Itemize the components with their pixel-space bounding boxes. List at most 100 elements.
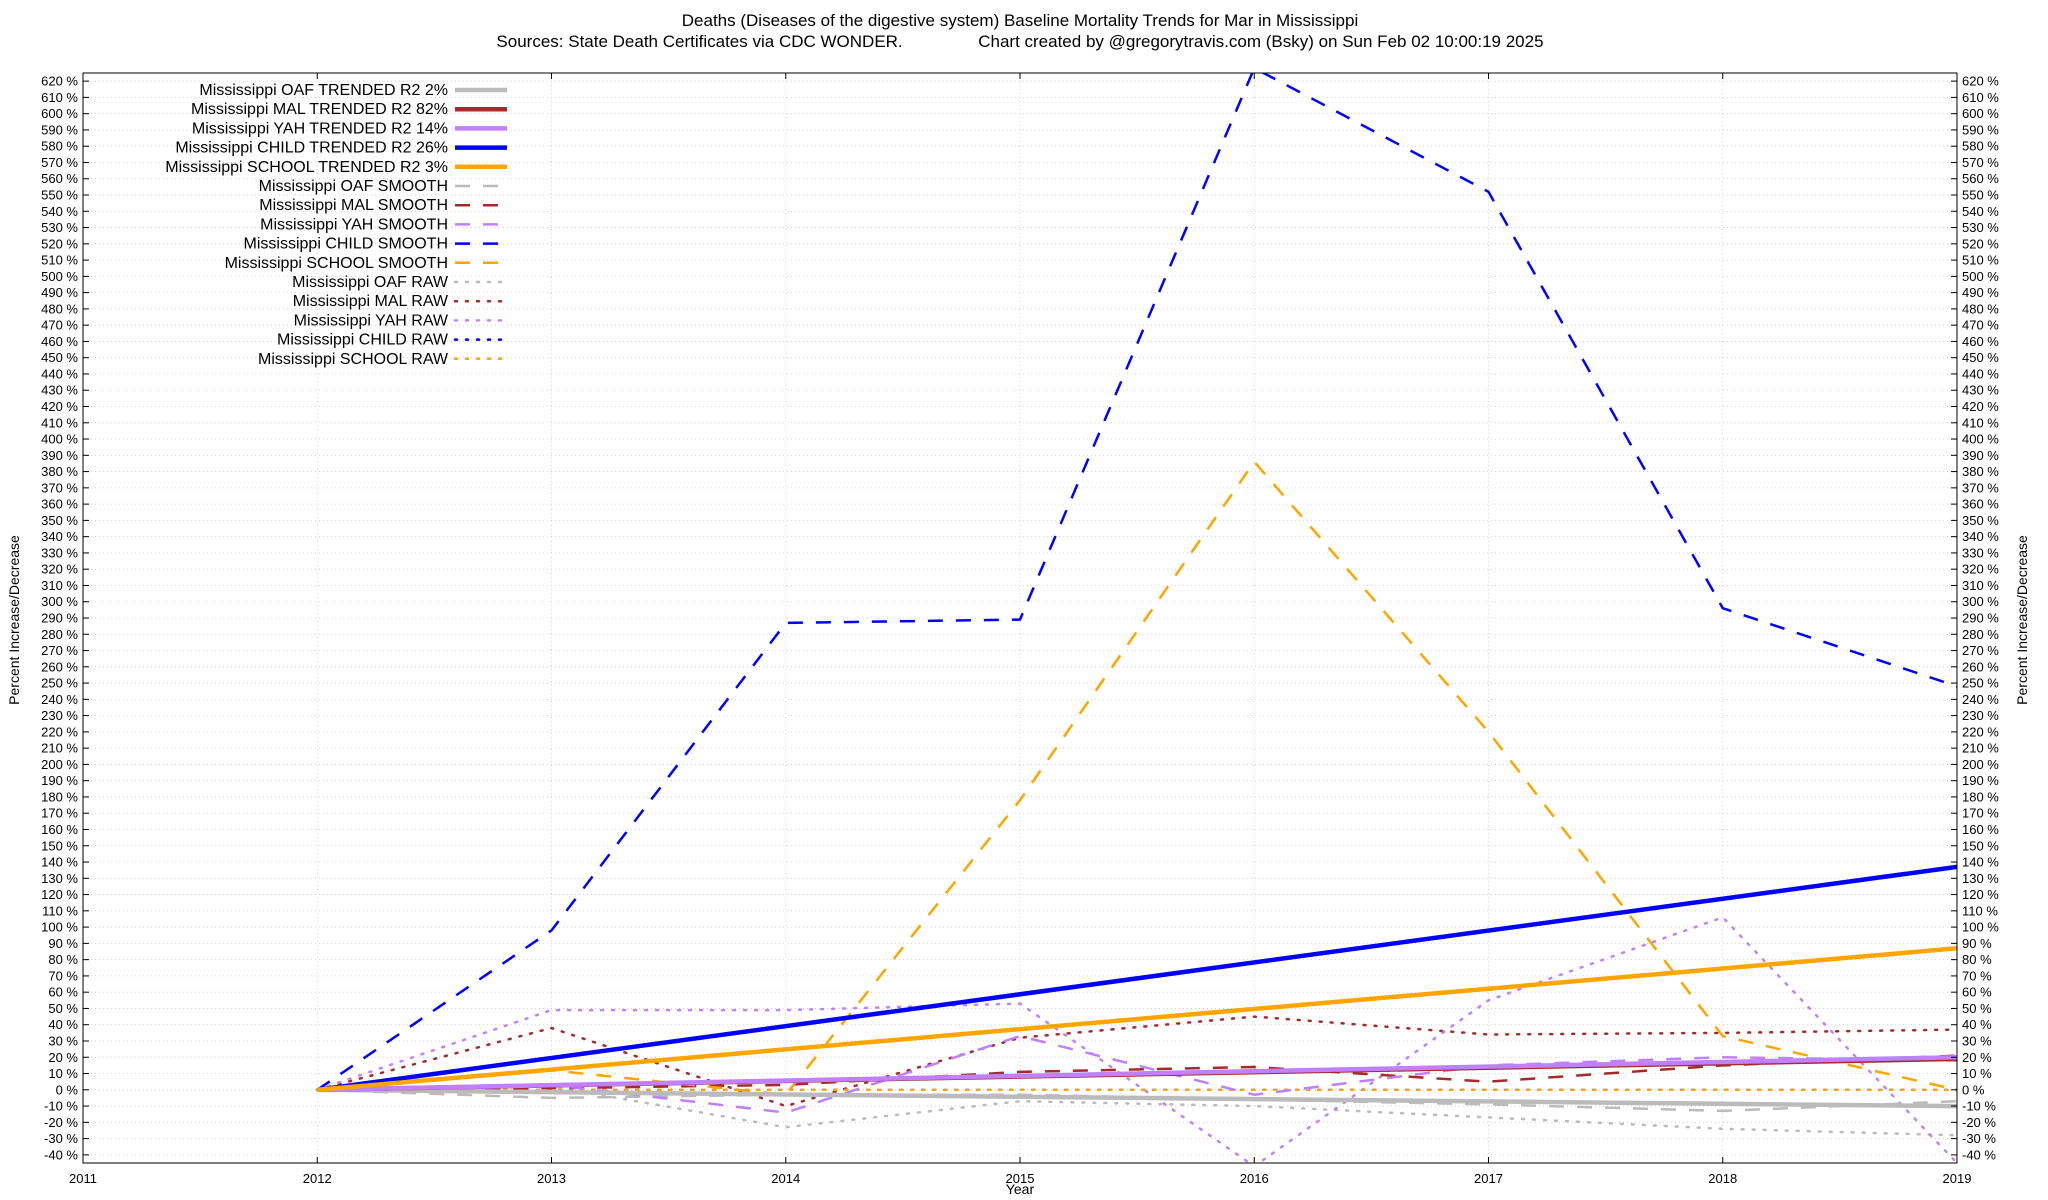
- y-tick-label: 510 %: [41, 253, 78, 268]
- y-tick-label-right: 500 %: [1962, 269, 1999, 284]
- legend-label: Mississippi OAF SMOOTH: [259, 178, 448, 195]
- series-line-mal-smooth: [317, 1054, 1957, 1092]
- series-line-child-trend: [316, 864, 1957, 1093]
- y-tick-label: 130 %: [41, 871, 78, 886]
- y-ticks: -40 % -40 %-30 % -30 %-20 % -20 %-10 % -10 %…: [41, 74, 1999, 1163]
- legend-label: Mississippi MAL RAW: [293, 293, 449, 310]
- series-line-yah-raw: [316, 916, 1957, 1163]
- y-tick-label-right: 400 %: [1962, 432, 1999, 447]
- y-tick-label: 30 %: [48, 1033, 78, 1048]
- y-tick-label-right: 350 %: [1962, 513, 1999, 528]
- y-tick-label: 300 %: [41, 594, 78, 609]
- chart-subtitle: Sources: State Death Certificates via CD…: [496, 32, 1543, 51]
- y-tick-label-right: 520 %: [1962, 236, 1999, 251]
- y-tick-label: 440 %: [41, 366, 78, 381]
- y-tick-label-right: 230 %: [1962, 708, 1999, 723]
- y-tick-label-right: 390 %: [1962, 448, 1999, 463]
- y-tick-label: 360 %: [41, 497, 78, 512]
- y-tick-label-right: 240 %: [1962, 692, 1999, 707]
- y-tick-label: 240 %: [41, 692, 78, 707]
- y-tick-label: 110 %: [42, 903, 78, 918]
- y-tick-label: 60 %: [48, 985, 78, 1000]
- y-tick-label-right: 270 %: [1962, 643, 1999, 658]
- y-tick-label-right: 210 %: [1962, 741, 1999, 756]
- y-tick-label-right: 430 %: [1962, 383, 1999, 398]
- y-tick-label-right: -30 %: [1962, 1131, 1996, 1146]
- y-tick-label: 530 %: [41, 220, 78, 235]
- y-tick-label-right: 180 %: [1962, 789, 1999, 804]
- y-tick-label: 430 %: [41, 383, 78, 398]
- y-tick-label: -40 %: [44, 1147, 78, 1162]
- y-tick-label: 310 %: [41, 578, 78, 593]
- y-tick-label: 520 %: [41, 236, 78, 251]
- y-tick-label-right: 300 %: [1962, 594, 1999, 609]
- y-tick-label: 340 %: [41, 529, 78, 544]
- y-tick-label: 600 %: [41, 106, 78, 121]
- y-tick-label-right: 30 %: [1962, 1033, 1992, 1048]
- y-tick-label-right: 10 %: [1962, 1066, 1992, 1081]
- y-axis-label-right: Percent Increase/Decrease: [2014, 535, 2030, 705]
- y-tick-label: 540 %: [41, 204, 78, 219]
- y-tick-label-right: 610 %: [1962, 90, 1999, 105]
- x-tick-label: 2011: [69, 1171, 97, 1186]
- y-tick-label-right: 560 %: [1962, 171, 1999, 186]
- y-tick-label-right: 170 %: [1962, 806, 1999, 821]
- y-tick-label: 420 %: [41, 399, 78, 414]
- series-line-school-trend: [317, 946, 1957, 1093]
- y-tick-label: 490 %: [41, 285, 78, 300]
- x-tick-label: 2016: [1240, 1171, 1269, 1186]
- y-tick-label: 620 %: [41, 74, 78, 89]
- y-tick-label-right: 340 %: [1962, 529, 1999, 544]
- y-tick-label-right: 360 %: [1962, 497, 1999, 512]
- x-tick-label: 2014: [771, 1171, 800, 1186]
- y-tick-label-right: 220 %: [1962, 724, 1999, 739]
- y-tick-label: 410 %: [41, 415, 78, 430]
- y-tick-label: 320 %: [41, 562, 78, 577]
- y-tick-label-right: 110 %: [1962, 903, 1998, 918]
- y-tick-label: 260 %: [41, 659, 78, 674]
- y-tick-label: 560 %: [41, 171, 78, 186]
- y-tick-label: 460 %: [41, 334, 78, 349]
- y-tick-label: 590 %: [41, 122, 78, 137]
- y-tick-label-right: 150 %: [1962, 838, 1999, 853]
- y-tick-label: 70 %: [48, 968, 78, 983]
- y-tick-label-right: 420 %: [1962, 399, 1999, 414]
- x-tick-label: 2017: [1474, 1171, 1503, 1186]
- x-tick-label: 2019: [1943, 1171, 1972, 1186]
- plot-area: [316, 73, 1957, 1163]
- y-tick-label: 120 %: [41, 887, 78, 902]
- y-tick-label-right: -20 %: [1962, 1115, 1996, 1130]
- y-tick-label-right: 120 %: [1962, 887, 1999, 902]
- legend: Mississippi OAF TRENDED R2 2% Mississippi…: [165, 82, 509, 368]
- y-tick-label: 370 %: [41, 480, 78, 495]
- y-axis-label-left: Percent Increase/Decrease: [6, 535, 22, 705]
- y-tick-label-right: 570 %: [1962, 155, 1999, 170]
- y-tick-label: 610 %: [41, 90, 78, 105]
- y-tick-label-right: 130 %: [1962, 871, 1999, 886]
- y-tick-label-right: -10 %: [1962, 1099, 1996, 1114]
- y-tick-label-right: 550 %: [1962, 188, 1999, 203]
- y-tick-label-right: 100 %: [1962, 920, 1999, 935]
- series-line-child-smooth: [316, 73, 1957, 1091]
- y-tick-label-right: 290 %: [1962, 611, 1999, 626]
- y-tick-label: 350 %: [41, 513, 78, 528]
- y-tick-label: 220 %: [41, 724, 78, 739]
- y-tick-label: 390 %: [41, 448, 78, 463]
- y-tick-label: 500 %: [41, 269, 78, 284]
- x-tick-label: 2015: [1006, 1171, 1035, 1186]
- legend-label: Mississippi OAF TRENDED R2 2%: [199, 82, 448, 99]
- legend-label: Mississippi SCHOOL TRENDED R2 3%: [165, 159, 448, 176]
- y-tick-label-right: 480 %: [1962, 301, 1999, 316]
- y-tick-label-right: 460 %: [1962, 334, 1999, 349]
- y-tick-label: 50 %: [48, 1001, 78, 1016]
- y-tick-label: 80 %: [48, 952, 78, 967]
- y-tick-label-right: 0 %: [1962, 1082, 1985, 1097]
- y-tick-label-right: 80 %: [1962, 952, 1992, 967]
- grid: [82, 73, 1958, 1163]
- y-tick-label-right: 620 %: [1962, 74, 1999, 89]
- y-tick-label-right: -40 %: [1962, 1147, 1996, 1162]
- y-tick-label-right: 60 %: [1962, 985, 1992, 1000]
- y-tick-label: -20 %: [44, 1115, 78, 1130]
- y-tick-label: 250 %: [41, 676, 78, 691]
